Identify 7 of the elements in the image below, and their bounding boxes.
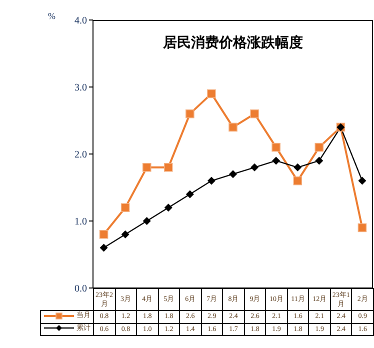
y-tick-label: 0.0 [74,284,87,295]
y-axis-title: % [48,11,56,21]
y-tick-label: 4.0 [74,16,87,27]
y-tick-label: 1.0 [74,216,87,228]
y-tick-label: 3.0 [74,82,87,94]
y-tick-label: 2.0 [74,150,87,161]
text: 居民消费价格涨跌幅度 [162,34,304,52]
